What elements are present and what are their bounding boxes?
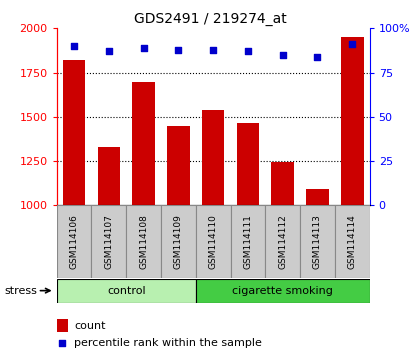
Point (59, 340, 66, 346)
Point (71, 43, 77, 49)
Point (279, 52, 286, 58)
Point (349, 41, 356, 47)
Bar (63, 60, 85, 205)
Bar (57, 205, 92, 278)
Text: control: control (107, 286, 146, 296)
Text: GSM114114: GSM114114 (348, 214, 357, 269)
Bar (236, 123, 259, 205)
Bar (196, 279, 370, 303)
Text: GSM114106: GSM114106 (70, 214, 79, 269)
Point (175, 47, 182, 52)
Bar (271, 162, 294, 205)
Bar (126, 205, 161, 278)
Bar (341, 37, 364, 205)
Text: GSM114112: GSM114112 (278, 214, 287, 269)
Text: GDS2491 / 219274_at: GDS2491 / 219274_at (134, 12, 286, 27)
Bar (132, 82, 155, 205)
Text: GSM114109: GSM114109 (174, 214, 183, 269)
Bar (335, 205, 370, 278)
Bar (300, 205, 335, 278)
Bar (202, 110, 224, 205)
Text: percentile rank within the sample: percentile rank within the sample (74, 338, 262, 348)
Point (244, 48, 251, 54)
Bar (306, 189, 329, 205)
Text: GSM114113: GSM114113 (313, 214, 322, 269)
Bar (57, 319, 68, 332)
Point (105, 48, 112, 54)
Bar (167, 126, 190, 205)
Point (140, 45, 147, 51)
Bar (161, 205, 196, 278)
Text: GSM114110: GSM114110 (209, 214, 218, 269)
Text: count: count (74, 321, 105, 331)
Bar (231, 205, 265, 278)
Text: cigarette smoking: cigarette smoking (232, 286, 333, 296)
Bar (57, 279, 196, 303)
Bar (265, 205, 300, 278)
Bar (92, 205, 126, 278)
Point (314, 54, 321, 59)
Text: GSM114111: GSM114111 (244, 214, 252, 269)
Bar (196, 205, 231, 278)
Text: GSM114107: GSM114107 (104, 214, 113, 269)
Text: GSM114108: GSM114108 (139, 214, 148, 269)
Text: stress: stress (4, 286, 37, 296)
Point (210, 47, 217, 52)
Bar (97, 147, 120, 205)
